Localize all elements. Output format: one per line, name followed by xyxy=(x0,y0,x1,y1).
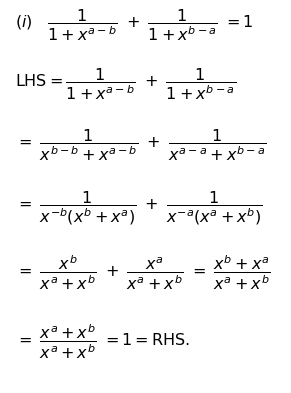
Text: $= \ \dfrac{1}{x^{-b}(x^{b}+x^{a})} \ + \ \dfrac{1}{x^{-a}(x^{a}+x^{b})}$: $= \ \dfrac{1}{x^{-b}(x^{b}+x^{a})} \ + … xyxy=(15,189,262,227)
Text: $\mathrm{LHS} = \dfrac{1}{1+x^{a-b}} \ + \ \dfrac{1}{1+x^{b-a}}$: $\mathrm{LHS} = \dfrac{1}{1+x^{a-b}} \ +… xyxy=(15,67,236,102)
Text: $= \ \dfrac{1}{x^{b-b}+x^{a-b}} \ + \ \dfrac{1}{x^{a-a}+x^{b-a}}$: $= \ \dfrac{1}{x^{b-b}+x^{a-b}} \ + \ \d… xyxy=(15,128,266,163)
Text: $= \ \dfrac{x^{b}}{x^{a}+x^{b}} \ + \ \dfrac{x^{a}}{x^{a}+x^{b}} \ = \ \dfrac{x^: $= \ \dfrac{x^{b}}{x^{a}+x^{b}} \ + \ \d… xyxy=(15,254,270,292)
Text: $(i)\quad \dfrac{1}{1+x^{a-b}} \ + \ \dfrac{1}{1+x^{b-a}} \ = 1$: $(i)\quad \dfrac{1}{1+x^{a-b}} \ + \ \df… xyxy=(15,8,253,43)
Text: $= \ \dfrac{x^{a}+x^{b}}{x^{a}+x^{b}} \ = 1 = \mathrm{RHS.}$: $= \ \dfrac{x^{a}+x^{b}}{x^{a}+x^{b}} \ … xyxy=(15,323,190,361)
